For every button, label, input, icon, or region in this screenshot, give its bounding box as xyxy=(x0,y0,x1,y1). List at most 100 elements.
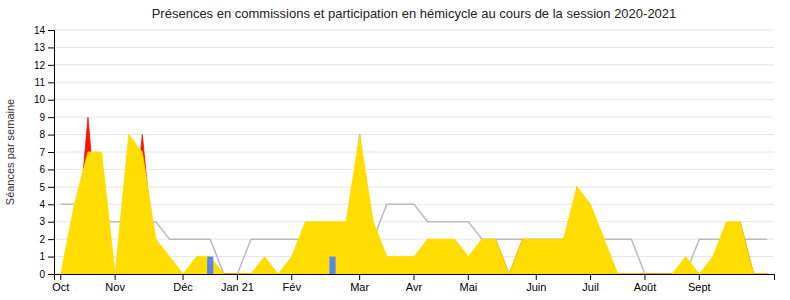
tick-mark xyxy=(60,274,61,280)
tick-label: 2 xyxy=(39,234,45,245)
tick: 7 xyxy=(39,147,54,158)
tick-label: Mai xyxy=(459,281,477,293)
tick-label: Oct xyxy=(52,281,69,293)
tick-mark xyxy=(48,239,54,240)
grid-line xyxy=(54,169,774,170)
tick-label: Fév xyxy=(283,281,302,293)
axis-line xyxy=(48,31,55,275)
grid-line xyxy=(54,64,774,65)
tick-label: 0 xyxy=(39,269,45,280)
tick: 3 xyxy=(39,216,54,227)
tick-mark xyxy=(48,257,54,258)
tick-mark xyxy=(48,222,54,223)
tick-mark xyxy=(414,274,415,280)
tick-label: 12 xyxy=(34,60,46,71)
tick-mark xyxy=(291,274,292,280)
tick-label: 11 xyxy=(35,77,46,88)
tick-label: Nov xyxy=(105,281,125,293)
bar xyxy=(207,257,213,274)
y-axis: 01234567891011121314 xyxy=(34,25,55,280)
tick: 13 xyxy=(34,42,54,53)
tick-mark xyxy=(644,274,645,280)
tick: Juin xyxy=(526,274,546,293)
tick-label: Juil xyxy=(582,281,599,293)
tick-label: 5 xyxy=(39,182,45,193)
tick-mark xyxy=(468,274,469,280)
tick: Nov xyxy=(105,274,125,293)
tick: Août xyxy=(634,274,657,293)
grid-line xyxy=(54,239,774,240)
y-axis-title: Séances par semaine xyxy=(4,99,16,205)
tick-label: Août xyxy=(634,281,657,293)
tick: Fév xyxy=(283,274,302,293)
tick-mark xyxy=(48,169,54,170)
tick: 2 xyxy=(39,234,54,245)
tick-mark xyxy=(48,100,54,101)
tick: 6 xyxy=(39,164,54,175)
grid-line xyxy=(54,82,774,83)
tick: 0 xyxy=(39,269,54,280)
tick-mark xyxy=(590,274,591,280)
tick-label: Jan 21 xyxy=(221,281,254,293)
tick: Déc xyxy=(173,274,193,293)
tick-mark xyxy=(48,117,54,118)
grid-line xyxy=(54,117,774,118)
tick-label: Mar xyxy=(350,281,369,293)
tick-label: Juin xyxy=(526,281,546,293)
tick: Sept xyxy=(688,274,711,293)
tick-mark xyxy=(359,274,360,280)
area xyxy=(61,117,767,274)
axis-line xyxy=(55,275,775,281)
tick-label: 13 xyxy=(34,42,46,53)
tick: Oct xyxy=(52,274,69,293)
tick: Mar xyxy=(350,274,369,293)
tick-mark xyxy=(48,152,54,153)
grid-line xyxy=(54,99,774,100)
grid-line xyxy=(54,186,774,187)
tick-mark xyxy=(48,82,54,83)
grid-line xyxy=(54,30,774,31)
tick: 11 xyxy=(35,77,54,88)
tick-label: 7 xyxy=(39,147,45,158)
tick-mark xyxy=(48,274,54,275)
tick-label: 14 xyxy=(34,25,46,36)
tick-label: 1 xyxy=(39,251,45,262)
tick: 4 xyxy=(39,199,54,210)
tick: Jan 21 xyxy=(221,274,254,293)
tick: Avr xyxy=(406,274,423,293)
grid-line xyxy=(54,221,774,222)
tick-mark xyxy=(183,274,184,280)
tick-label: Déc xyxy=(173,281,193,293)
title: Présences en commissions et participatio… xyxy=(152,6,677,21)
tick-mark xyxy=(48,30,54,31)
tick: 10 xyxy=(34,94,54,105)
grid-line xyxy=(54,47,774,48)
tick-mark xyxy=(536,274,537,280)
tick-label: 8 xyxy=(39,129,45,140)
tick-label: Sept xyxy=(688,281,711,293)
tick: 5 xyxy=(39,182,54,193)
tick-mark xyxy=(48,204,54,205)
tick: Juil xyxy=(582,274,599,293)
tick: 14 xyxy=(34,25,54,36)
tick: 12 xyxy=(34,60,54,71)
tick-label: 3 xyxy=(39,216,45,227)
area xyxy=(61,135,767,274)
tick-mark xyxy=(237,274,238,280)
tick-mark xyxy=(115,274,116,280)
tick-label: Avr xyxy=(406,281,423,293)
tick-label: 9 xyxy=(39,112,45,123)
tick-mark xyxy=(48,135,54,136)
tick: Mai xyxy=(459,274,477,293)
tick-label: 6 xyxy=(39,164,45,175)
grid-line xyxy=(54,134,774,135)
tick: 8 xyxy=(39,129,54,140)
tick: 1 xyxy=(39,251,54,262)
tick: 9 xyxy=(39,112,54,123)
tick-mark xyxy=(48,187,54,188)
tick-mark xyxy=(699,274,700,280)
plot-area xyxy=(61,117,767,274)
tick-mark xyxy=(48,47,54,48)
tick-mark xyxy=(48,65,54,66)
x-axis: Oct Nov Déc Jan 21 Fév Mar Avr Mai Juin Juil Août S… xyxy=(52,274,774,293)
